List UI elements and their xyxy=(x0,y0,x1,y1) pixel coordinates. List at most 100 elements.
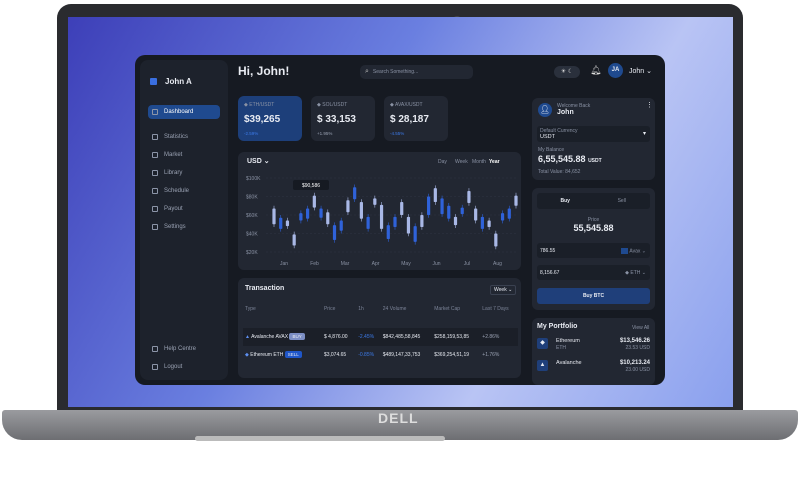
currency-select[interactable]: USD ⌄ xyxy=(247,158,270,165)
candle xyxy=(379,204,384,229)
candle xyxy=(507,208,511,219)
balance: 6,55,545.88 USDT xyxy=(538,154,602,164)
bell-icon[interactable]: 🔔︎ xyxy=(590,65,602,75)
table-row[interactable]: ▲ Avalanche AVAX BUY $ 4,876.00 -2.45% $842… xyxy=(243,328,518,346)
library-icon xyxy=(152,170,158,176)
sidebar-item-statistics[interactable]: Statistics xyxy=(148,130,220,144)
avalanche-icon: ▲ xyxy=(537,360,548,371)
tab-buy[interactable]: Buy xyxy=(560,198,570,204)
wallet-icon xyxy=(152,206,158,212)
candle xyxy=(319,208,323,218)
x-tick-label: Jun xyxy=(432,261,440,267)
view-all-link[interactable]: View All xyxy=(632,325,650,331)
candle xyxy=(440,198,444,215)
candle xyxy=(285,220,290,227)
page-title: Hi, John! xyxy=(238,64,290,78)
candle xyxy=(339,220,343,231)
candle xyxy=(279,217,283,229)
ethereum-icon: ◆ xyxy=(244,102,248,108)
column-header: 24 Volume xyxy=(382,306,407,312)
user-menu[interactable]: John ⌄ xyxy=(629,68,652,75)
x-tick-label: Jul xyxy=(464,261,470,267)
column-header: Price xyxy=(323,306,336,312)
table-row[interactable]: ◆ Ethereum ETH SELL $3,074.65 -0.85% $489,1… xyxy=(245,351,500,358)
dell-logo: DELL xyxy=(378,410,419,426)
candle xyxy=(306,208,310,219)
candle xyxy=(359,202,363,219)
avatar[interactable]: JA xyxy=(608,63,623,78)
avalanche-icon: ▲ xyxy=(245,334,250,340)
range-year[interactable]: Year xyxy=(489,159,500,165)
tab-sell[interactable]: Sell xyxy=(617,198,626,204)
candle xyxy=(353,187,357,200)
candle xyxy=(480,216,484,229)
amount-input-2[interactable]: 8,156.67 ◆ ETH ⌄ xyxy=(537,265,650,280)
column-header: Market Cap xyxy=(434,306,461,312)
candle xyxy=(366,216,370,229)
candle xyxy=(400,202,404,215)
y-tick-label: $40K xyxy=(246,232,258,238)
profile-card: 👤︎ Welcome Back John ⋮ Default Currency … xyxy=(532,98,655,180)
sidebar-item-market[interactable]: Market xyxy=(148,148,220,162)
logo-icon xyxy=(150,78,157,85)
sidebar-item-library[interactable]: Library xyxy=(148,166,220,180)
ethereum-icon: ◆ xyxy=(245,352,249,358)
x-tick-label: Mar xyxy=(341,261,350,267)
ticker-card-1[interactable]: ◆ SOL/USDT $ 33,153 +1.95% xyxy=(311,96,375,141)
ticker-card-0[interactable]: ◆ ETH/USDT $39,265 -2.59% xyxy=(238,96,302,141)
sidebar-item-schedule[interactable]: Schedule xyxy=(148,184,220,198)
sidebar: John A Dashboard Statistics Market Library S… xyxy=(140,60,228,380)
laptop-screen: John A Dashboard Statistics Market Library S… xyxy=(68,17,733,407)
column-header: Type xyxy=(245,306,256,312)
amount-input-1[interactable]: 786.55 Avax ⌄ xyxy=(537,243,650,258)
candle xyxy=(474,208,478,221)
x-tick-label: Feb xyxy=(310,261,319,267)
candle xyxy=(386,225,390,240)
candle xyxy=(292,234,296,246)
candle xyxy=(420,215,424,228)
x-tick-label: Jan xyxy=(280,261,288,267)
sidebar-item-help-centre[interactable]: Help Centre xyxy=(148,342,220,356)
column-header: Last 7 Days xyxy=(482,306,509,312)
logout-icon xyxy=(152,364,158,370)
range-day[interactable]: Day xyxy=(438,159,447,165)
search-input[interactable]: ⌕ Search Something... xyxy=(360,65,473,79)
laptop-base xyxy=(2,410,798,440)
chart-line-icon xyxy=(152,152,158,158)
more-icon[interactable]: ⋮ xyxy=(646,102,653,109)
theme-toggle[interactable]: ☀ ☾ xyxy=(554,66,580,78)
candle xyxy=(427,196,431,215)
portfolio-card: My Portfolio View All ◆ Ethereum ETH $13,54… xyxy=(532,318,655,385)
candle xyxy=(332,225,337,240)
avalanche-icon: ◆ xyxy=(390,102,394,108)
range-week[interactable]: Week xyxy=(455,159,468,165)
transaction-card: Transaction Week ⌄ Type Price 1h 24 Volume M… xyxy=(238,278,521,378)
candle xyxy=(393,216,397,228)
transaction-title: Transaction xyxy=(245,285,285,292)
gear-icon xyxy=(152,224,158,230)
sidebar-item-logout[interactable]: Logout xyxy=(148,360,220,374)
ethereum-icon: ◆ xyxy=(625,270,630,276)
y-tick-label: $80K xyxy=(246,195,258,201)
crypto-dashboard-app: John A Dashboard Statistics Market Library S… xyxy=(135,55,665,385)
range-month[interactable]: Month xyxy=(472,159,486,165)
currency-select[interactable]: Default Currency USDT ▾ xyxy=(537,126,650,142)
x-tick-label: May xyxy=(401,261,411,267)
candle xyxy=(500,213,505,221)
candle xyxy=(299,213,303,221)
candle xyxy=(494,233,498,247)
candle xyxy=(467,190,471,203)
period-select[interactable]: Week ⌄ xyxy=(490,285,517,295)
candle xyxy=(312,195,316,208)
buy-btc-button[interactable]: Buy BTC xyxy=(537,288,650,304)
candle xyxy=(460,207,464,215)
sidebar-item-dashboard[interactable]: Dashboard xyxy=(148,105,220,119)
sidebar-item-payout[interactable]: Payout xyxy=(148,202,220,216)
statistics-icon xyxy=(152,134,158,140)
candle xyxy=(373,198,377,205)
ticker-card-2[interactable]: ◆ AVAX/USDT $ 28,187 -4.55% xyxy=(384,96,448,141)
candle xyxy=(346,200,350,213)
sidebar-item-settings[interactable]: Settings xyxy=(148,220,220,234)
caret-down-icon: ▾ xyxy=(642,131,646,137)
sidebar-user-name: John A xyxy=(165,77,192,86)
